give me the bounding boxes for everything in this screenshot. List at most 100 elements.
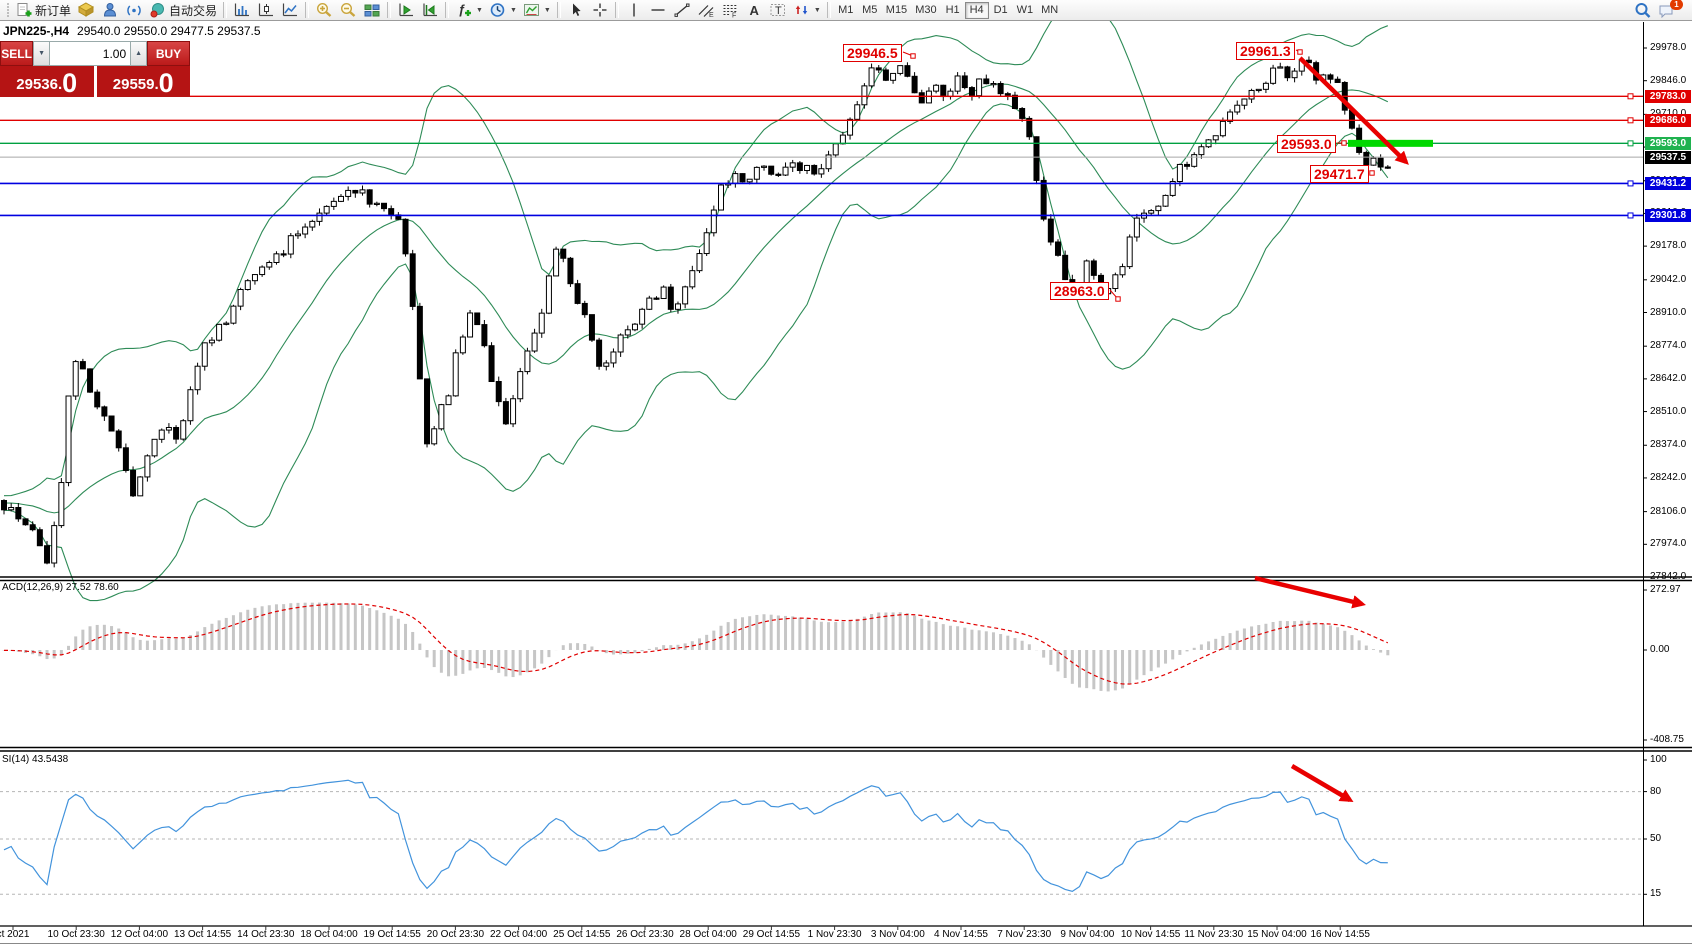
arrows-icon (795, 5, 808, 15)
cube-icon (78, 2, 95, 17)
auto-trading-button[interactable]: 自动交易 (146, 1, 220, 20)
macd-signal-line (3, 603, 1389, 685)
text-a-icon: A (749, 3, 759, 18)
panel-frames (0, 22, 1692, 944)
shift-icon (399, 3, 414, 17)
auto-scroll-button[interactable] (418, 1, 442, 20)
zoom-in-button[interactable] (312, 1, 336, 20)
volume-input[interactable] (50, 41, 131, 66)
timeframe-m15-button[interactable]: M15 (882, 2, 911, 19)
rsi-line (3, 779, 1388, 892)
volume-increase-button[interactable]: ▲ (130, 41, 148, 66)
notifications-button[interactable]: 1 (1655, 0, 1686, 20)
tile-windows-button[interactable] (360, 1, 384, 20)
timeframe-w1-button[interactable]: W1 (1013, 2, 1038, 19)
signals-button[interactable] (122, 1, 146, 20)
timeframe-m5-button[interactable]: M5 (858, 2, 882, 19)
bar-chart-button[interactable] (230, 1, 254, 20)
search-button[interactable] (1631, 1, 1655, 20)
svg-text:E: E (709, 12, 714, 18)
text-label-button[interactable]: T (766, 1, 790, 20)
fibonacci-button[interactable]: F (718, 1, 742, 20)
timeframe-d1-button[interactable]: D1 (989, 2, 1013, 19)
symbol-info: JPN225-,H4 29540.0 29550.0 29477.5 29537.… (3, 24, 261, 38)
price-annotation-label[interactable]: 29946.5 (843, 44, 902, 62)
svg-text:ƒ: ƒ (458, 2, 465, 17)
svg-text:F: F (732, 13, 736, 19)
horizontal-lines[interactable] (0, 49, 1643, 302)
sell-button[interactable]: SELL (0, 41, 34, 66)
new-order-button-label: 新订单 (35, 3, 72, 18)
periods-icon (490, 3, 505, 17)
timeframe-h1-button[interactable]: H1 (941, 2, 965, 19)
chevron-down-icon: ▼ (476, 6, 483, 14)
buy-price-button[interactable]: 29559. 0 (96, 66, 190, 97)
vertical-line-button[interactable] (622, 1, 646, 20)
periods-button[interactable]: ▼ (486, 1, 520, 20)
new-order-button[interactable]: 新订单 (12, 1, 74, 20)
toolbar-separator (826, 2, 831, 18)
text-label-icon: T (770, 4, 785, 17)
autotrade-icon (150, 3, 165, 18)
indicator-panels (0, 602, 1643, 895)
trend-arrow-macd[interactable] (1254, 575, 1366, 609)
buy-button[interactable]: BUY (147, 41, 190, 66)
timeframe-m30-button[interactable]: M30 (911, 2, 940, 19)
volume-decrease-button[interactable]: ▼ (33, 41, 51, 66)
timeframe-m1-button[interactable]: M1 (834, 2, 858, 19)
price-annotation-label[interactable]: 29593.0 (1277, 135, 1336, 153)
auto-trading-button-label: 自动交易 (169, 3, 218, 18)
equidistant-channel-button[interactable]: E (694, 1, 718, 20)
chevron-down-icon: ▼ (543, 6, 551, 14)
chevron-down-icon: ▼ (813, 6, 821, 14)
crosshair-button[interactable] (588, 1, 612, 20)
chart-candles-icon (258, 3, 274, 17)
templates-button[interactable]: ▼ (520, 1, 554, 20)
zoom-out-button[interactable] (336, 1, 360, 20)
line-chart-button[interactable] (278, 1, 302, 20)
doc-plus-icon (17, 3, 32, 17)
highlighted-level-segment[interactable] (1348, 139, 1433, 147)
ind-add-icon: ƒ (458, 2, 472, 17)
tile-icon (364, 4, 380, 17)
one-click-trading-widget: SELL ▼ ▲ BUY 29536.0 29559.0 (0, 41, 190, 97)
indicators-button[interactable]: ƒ ▼ (452, 1, 486, 20)
hline-icon (651, 9, 665, 11)
market-watch-button[interactable] (98, 1, 122, 20)
sell-price-button[interactable]: 29536. 0 (0, 66, 94, 97)
price-annotation-label[interactable]: 29961.3 (1236, 42, 1295, 60)
bollinger-bands (3, 0, 1389, 602)
trend-arrow-main[interactable] (1298, 56, 1409, 165)
template-icon (523, 4, 539, 16)
arrows-button[interactable]: ▼ (790, 1, 824, 20)
channel-icon: E (698, 5, 714, 18)
text-button[interactable]: A (742, 1, 766, 20)
trend-arrow-rsi[interactable] (1290, 764, 1354, 803)
vline-icon (633, 3, 635, 17)
zoom-out-icon (341, 2, 356, 17)
timeframe-h4-button[interactable]: H4 (964, 1, 989, 19)
price-annotation-label[interactable]: 28963.0 (1050, 282, 1109, 300)
toolbar-separator (223, 2, 228, 18)
symbol-ohlc: 29540.0 29550.0 29477.5 29537.5 (77, 24, 261, 38)
chart-shift-button[interactable] (394, 1, 418, 20)
signal-icon (127, 5, 141, 16)
notification-badge: 1 (1670, 0, 1683, 10)
quotes-button[interactable] (74, 1, 98, 20)
toolbar-separator (614, 2, 619, 18)
cursor-button[interactable] (564, 1, 588, 20)
svg-text:T: T (775, 5, 782, 17)
chart-line-icon (282, 3, 298, 17)
chevron-down-icon: ▼ (509, 6, 517, 14)
candlestick-chart-button[interactable] (254, 1, 278, 20)
trendline-button[interactable] (670, 1, 694, 20)
timeframe-mn-button[interactable]: MN (1037, 2, 1062, 19)
toolbar-separator (556, 2, 561, 18)
chart-bars-icon (234, 3, 250, 17)
horizontal-line-button[interactable] (646, 1, 670, 20)
price-annotation-label[interactable]: 29471.7 (1310, 165, 1369, 183)
zoom-in-icon (317, 2, 332, 17)
toolbar-separator (305, 2, 310, 18)
trend-arrows[interactable] (1254, 56, 1409, 803)
